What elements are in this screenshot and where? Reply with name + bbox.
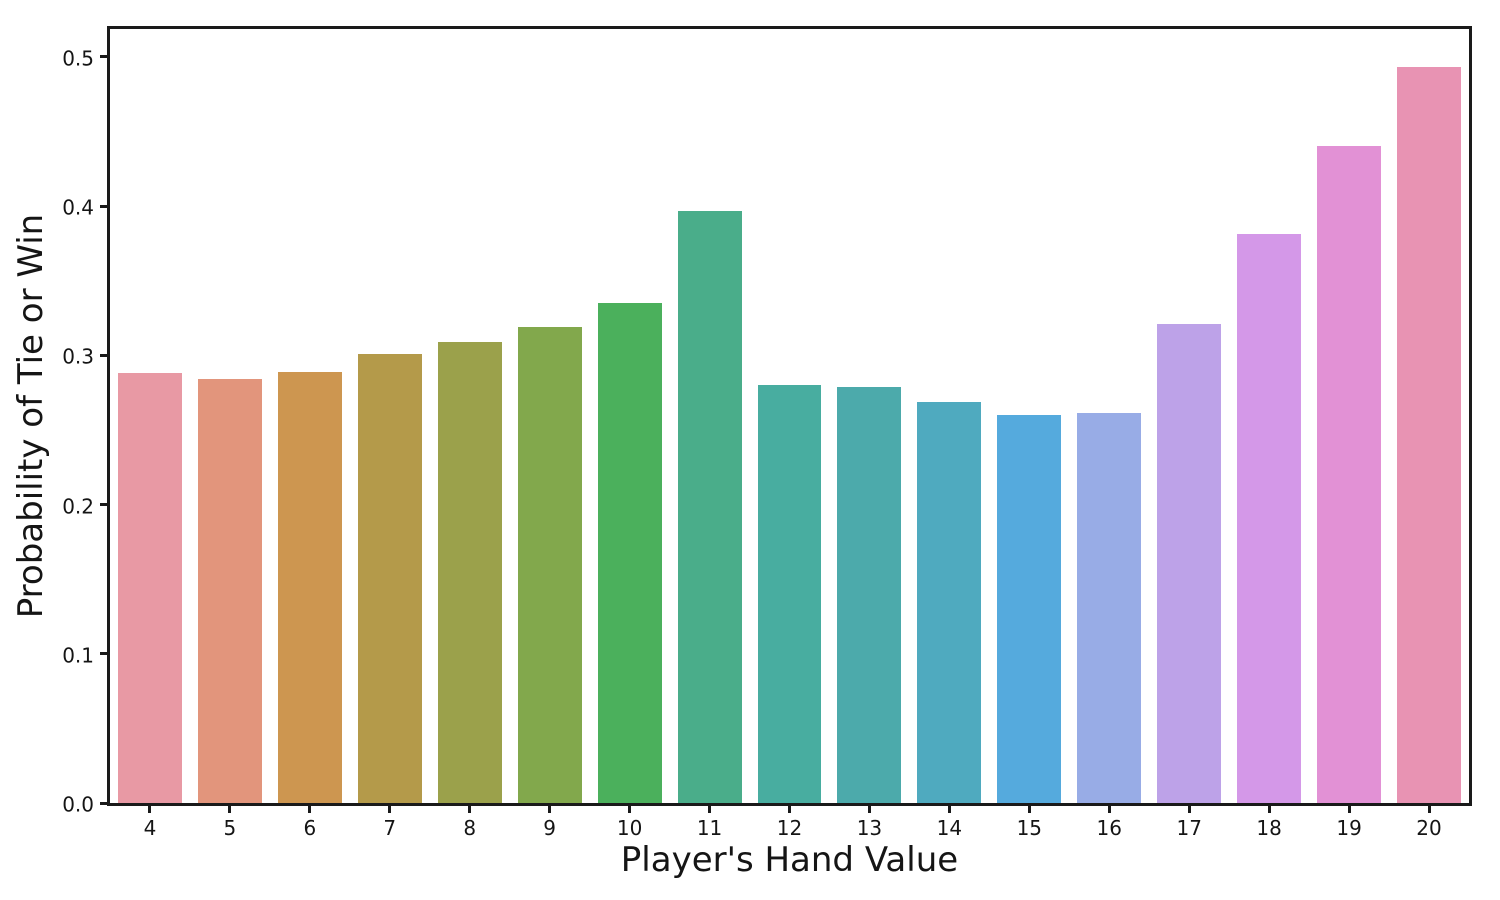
x-tick-8: [468, 806, 472, 813]
x-tick-label-11: 11: [696, 816, 723, 840]
y-tick-label-0.0: 0.0: [62, 792, 94, 817]
plot-area: Player's Hand Value Probability of Tie o…: [11, 26, 1472, 880]
bar-5: [197, 379, 262, 803]
x-tick-label-13: 13: [856, 816, 883, 840]
y-tick-0.3: [100, 353, 107, 357]
bar-7: [357, 353, 422, 803]
spine-top: [107, 26, 1472, 29]
spine-left: [107, 26, 110, 806]
bar-9: [517, 326, 582, 803]
x-tick-label-4: 4: [143, 816, 157, 840]
y-tick-0.5: [100, 55, 107, 59]
x-tick-label-9: 9: [543, 816, 557, 840]
bar-14: [917, 401, 982, 803]
x-tick-20: [1427, 806, 1431, 813]
spine-right: [1469, 26, 1472, 806]
y-tick-label-0.3: 0.3: [62, 344, 94, 369]
x-tick-4: [148, 806, 152, 813]
y-axis-label: Probability of Tie or Win: [11, 213, 51, 619]
bar-4: [117, 373, 182, 803]
x-tick-18: [1267, 806, 1271, 813]
bar-18: [1237, 234, 1302, 803]
x-tick-7: [388, 806, 392, 813]
bar-10: [597, 303, 662, 803]
x-tick-label-7: 7: [383, 816, 397, 840]
bar-8: [437, 341, 502, 803]
x-tick-9: [548, 806, 552, 813]
x-tick-label-8: 8: [463, 816, 477, 840]
x-axis-label: Player's Hand Value: [620, 840, 959, 880]
x-tick-label-16: 16: [1096, 816, 1122, 840]
x-tick-16: [1107, 806, 1111, 813]
x-tick-17: [1187, 806, 1191, 813]
y-tick-label-0.4: 0.4: [62, 195, 94, 220]
bar-11: [677, 210, 742, 803]
bar-6: [277, 371, 342, 803]
x-tick-label-5: 5: [223, 816, 237, 840]
x-tick-5: [228, 806, 232, 813]
bar-17: [1157, 323, 1222, 803]
x-tick-11: [708, 806, 712, 813]
x-tick-6: [308, 806, 312, 813]
x-tick-label-20: 20: [1416, 816, 1442, 840]
x-tick-12: [788, 806, 791, 813]
y-tick-0.1: [100, 652, 107, 656]
x-tick-13: [867, 806, 871, 813]
bar-20: [1397, 67, 1461, 803]
x-tick-label-6: 6: [303, 816, 317, 840]
y-tick-0.2: [100, 503, 107, 507]
x-tick-10: [628, 806, 632, 813]
bar-13: [837, 386, 902, 803]
spine-bottom: [107, 803, 1472, 806]
x-tick-label-19: 19: [1336, 816, 1362, 840]
y-tick-label-0.1: 0.1: [62, 643, 94, 668]
y-tick-label-0.2: 0.2: [62, 494, 94, 519]
x-tick-15: [1027, 806, 1031, 813]
x-tick-19: [1347, 806, 1351, 813]
bar-16: [1077, 413, 1142, 803]
y-tick-0.0: [100, 801, 107, 805]
x-tick-label-15: 15: [1016, 816, 1043, 840]
x-tick-14: [947, 806, 951, 813]
y-tick-0.4: [100, 204, 107, 208]
y-tick-label-0.5: 0.5: [62, 46, 94, 71]
x-tick-label-17: 17: [1176, 816, 1202, 840]
x-tick-label-12: 12: [776, 816, 803, 840]
bar-12: [757, 385, 822, 803]
x-tick-label-18: 18: [1256, 816, 1282, 840]
x-tick-label-14: 14: [936, 816, 963, 840]
x-tick-label-10: 10: [616, 816, 643, 840]
bar-19: [1317, 146, 1382, 803]
bar-15: [997, 414, 1062, 803]
